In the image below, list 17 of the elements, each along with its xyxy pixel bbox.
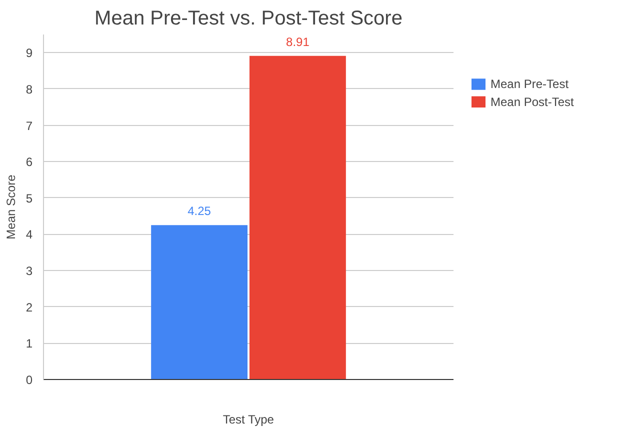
legend-label: Mean Post-Test bbox=[490, 94, 575, 109]
y-axis-title: Mean Score bbox=[4, 174, 18, 240]
x-axis-title: Test Type bbox=[222, 412, 274, 426]
y-tick-label: 3 bbox=[26, 264, 33, 278]
y-tick-label: 4 bbox=[26, 228, 33, 242]
legend-label: Mean Pre-Test bbox=[490, 77, 570, 92]
y-tick-label: 8 bbox=[26, 82, 33, 96]
y-tick-label: 1 bbox=[26, 336, 33, 351]
data-label: 4.25 bbox=[188, 204, 212, 218]
y-tick-label: 6 bbox=[26, 155, 33, 170]
y-tick-label: 2 bbox=[26, 300, 33, 314]
chart-title: Mean Pre-Test vs. Post-Test Score bbox=[94, 8, 402, 30]
data-label: 8.91 bbox=[286, 34, 310, 49]
y-tick-label: 9 bbox=[26, 46, 33, 60]
y-tick-label: 5 bbox=[26, 191, 33, 206]
y-tick-label: 0 bbox=[26, 373, 33, 387]
y-tick-label: 7 bbox=[26, 118, 33, 133]
